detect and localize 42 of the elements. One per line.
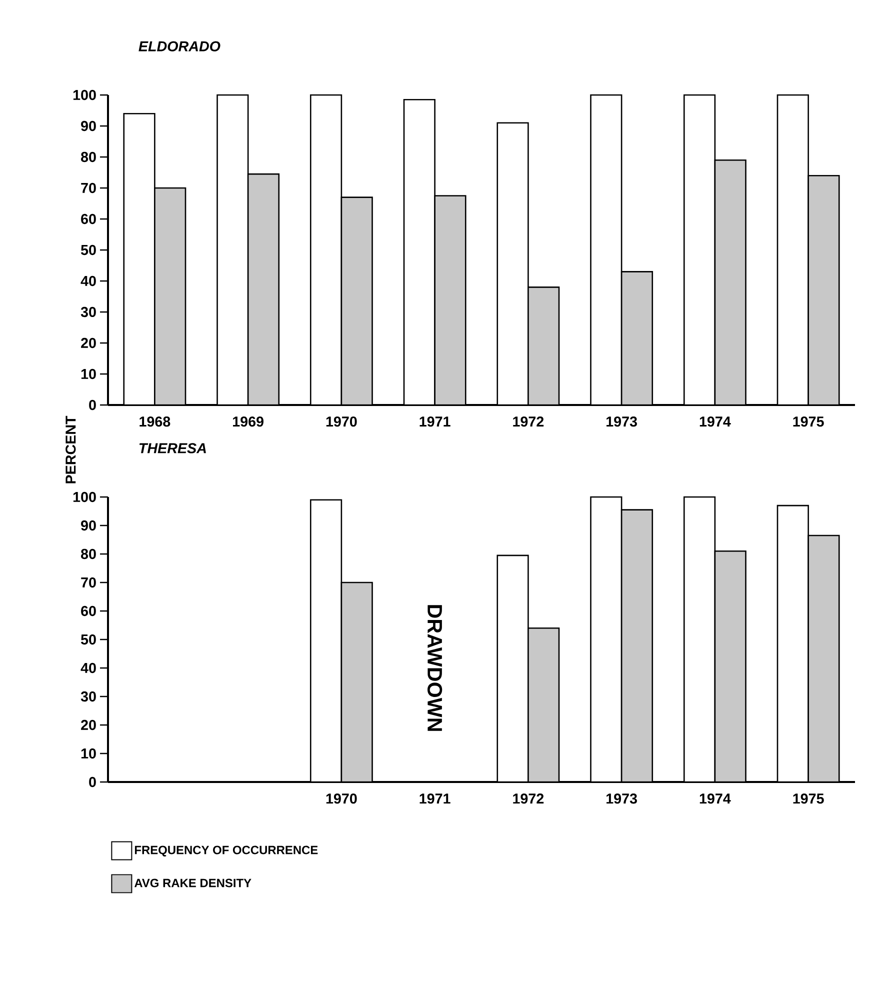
- x-tick-label: 1972: [513, 794, 544, 804]
- legend-label: FREQUENCY OF OCCURRENCE: [134, 846, 318, 856]
- y-tick-label: 60: [81, 214, 96, 224]
- y-axis-title: PERCENT: [66, 416, 76, 484]
- x-tick-label: 1974: [700, 416, 731, 427]
- y-tick-label: 90: [81, 520, 96, 531]
- x-tick-label: 1968: [140, 416, 170, 427]
- y-tick-label: 70: [81, 577, 96, 588]
- y-tick-label: 50: [80, 634, 96, 645]
- x-tick-label: 1975: [793, 416, 824, 427]
- x-tick-label: 1973: [606, 794, 637, 804]
- y-tick-label: 60: [81, 606, 96, 616]
- annotation: DRAWDOWN: [428, 605, 442, 731]
- x-tick-label: 1971: [420, 794, 450, 804]
- y-tick-label: 50: [80, 244, 96, 256]
- x-tick-label: 1970: [326, 416, 357, 427]
- y-tick-label: 100: [73, 90, 96, 100]
- x-tick-label: 1974: [700, 794, 731, 804]
- y-tick-label: 90: [81, 120, 96, 132]
- y-tick-label: 70: [81, 182, 96, 194]
- y-tick-label: 30: [80, 691, 96, 702]
- x-tick-label: 1970: [326, 794, 357, 804]
- x-tick-label: 1975: [793, 794, 824, 804]
- y-tick-label: 10: [81, 748, 96, 759]
- y-tick-label: 40: [80, 662, 96, 674]
- y-tick-label: 40: [80, 276, 96, 286]
- x-tick-label: 1969: [233, 416, 264, 427]
- y-tick-label: 30: [80, 306, 96, 318]
- legend-label: AVG RAKE DENSITY: [134, 878, 252, 888]
- x-tick-label: 1972: [513, 416, 544, 427]
- x-tick-label: 1971: [420, 416, 450, 427]
- y-tick-label: 80: [80, 152, 96, 162]
- y-tick-label: 100: [73, 492, 96, 502]
- chart-title: ELDORADO: [138, 41, 220, 52]
- y-tick-label: 0: [89, 400, 96, 410]
- y-tick-label: 10: [81, 368, 96, 380]
- chart-title: THERESA: [139, 443, 206, 454]
- y-tick-label: 80: [80, 548, 96, 560]
- y-tick-label: 20: [81, 720, 96, 730]
- x-tick-label: 1973: [606, 416, 637, 427]
- y-tick-label: 20: [81, 338, 96, 348]
- y-tick-label: 0: [89, 776, 96, 788]
